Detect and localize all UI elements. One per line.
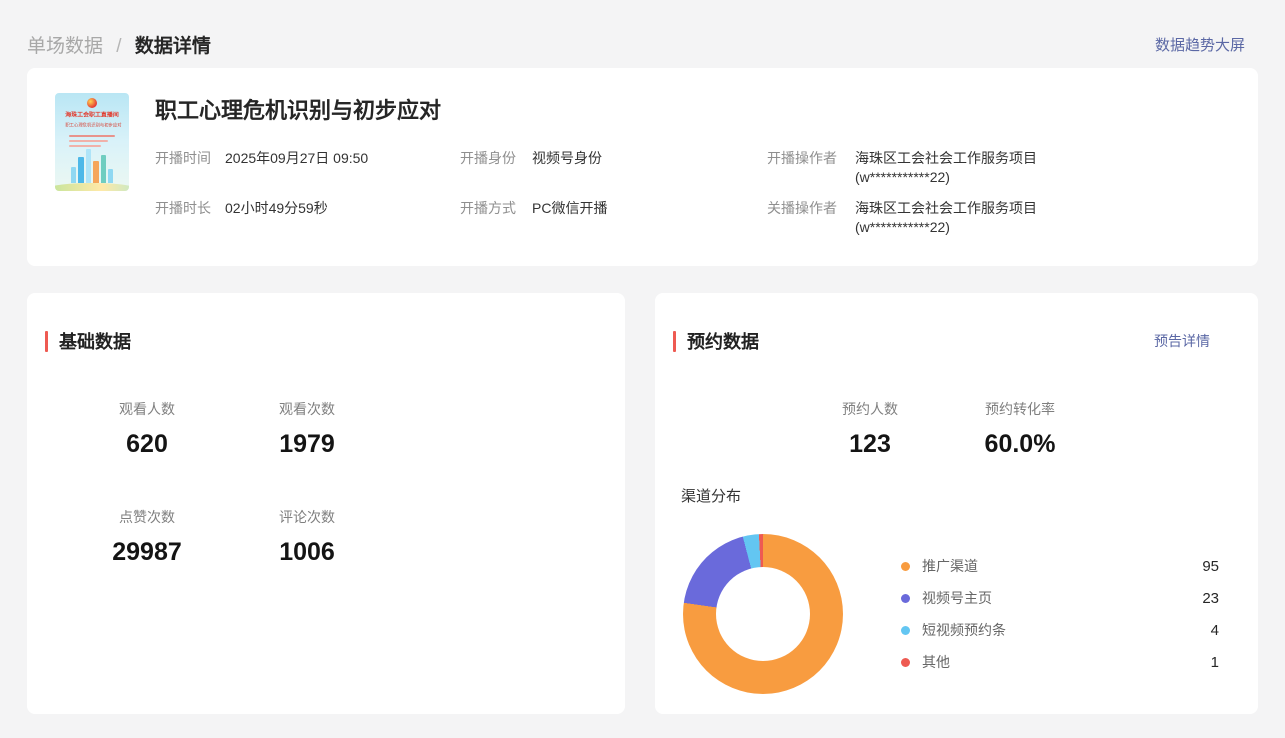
live-session-info: 职工心理危机识别与初步应对 开播时间 2025年09月27日 09:50 开播身… [155, 85, 1230, 249]
section-accent-bar [45, 330, 48, 352]
reservation-data-card: 预约数据 预告详情 预约人数 123 预约转化率 60.0% 渠道分布 [655, 293, 1258, 714]
channel-chart-row: 推广渠道 95 视频号主页 23 短视频预约条 4 [673, 534, 1238, 694]
topbar: 单场数据 / 数据详情 数据趋势大屏 [0, 0, 1285, 58]
breadcrumb: 单场数据 / 数据详情 [27, 31, 211, 58]
basic-stats-grid: 观看人数 620 观看次数 1979 点赞次数 29987 评论次数 1006 [67, 399, 605, 567]
legend-item-channel-homepage: 视频号主页 23 [901, 582, 1219, 614]
legend-dot-icon [901, 561, 910, 571]
reservation-data-title: 预约数据 [687, 332, 759, 352]
section-accent-bar [673, 330, 676, 352]
breadcrumb-separator: / [116, 35, 122, 57]
field-value-duration: 02小时49分59秒 [225, 200, 328, 216]
stat-likes: 点赞次数 29987 [112, 509, 182, 566]
field-value-identity: 视频号身份 [532, 150, 602, 166]
live-poster-thumbnail: 海珠工会职工直播间 职工心理危机识别与初步应对 [55, 93, 129, 191]
breadcrumb-parent[interactable]: 单场数据 [27, 35, 104, 57]
live-session-title: 职工心理危机识别与初步应对 [155, 98, 442, 123]
legend-dot-icon [901, 593, 910, 603]
legend-item-promo-channel: 推广渠道 95 [901, 550, 1219, 582]
legend-dot-icon [901, 625, 910, 635]
basic-data-header: 基础数据 [45, 328, 605, 354]
poster-title-line2: 职工心理危机识别与初步应对 [65, 123, 122, 128]
stat-viewers: 观看人数 620 [119, 401, 175, 458]
legend-item-short-video-bar: 短视频预约条 4 [901, 614, 1219, 646]
bottom-cards-row: 基础数据 观看人数 620 观看次数 1979 点赞次数 29987 评论次数 … [27, 293, 1258, 714]
preview-detail-link[interactable]: 预告详情 [1154, 333, 1210, 349]
poster-text-lines [69, 135, 115, 150]
stat-views: 观看次数 1979 [279, 401, 335, 458]
field-value-start-time: 2025年09月27日 09:50 [225, 150, 369, 166]
legend-dot-icon [901, 657, 910, 667]
page-title: 数据详情 [134, 35, 211, 57]
channel-donut-chart [683, 534, 843, 694]
live-session-header-card: 海珠工会职工直播间 职工心理危机识别与初步应对 职工心理危机识别与初步应对 开播… [27, 68, 1258, 266]
channel-distribution-title: 渠道分布 [681, 488, 742, 505]
field-value-end-operator: 海珠区工会社会工作服务项目 (w***********22) [855, 200, 1037, 235]
stat-reservation-count: 预约人数 123 [842, 401, 898, 458]
basic-data-title: 基础数据 [59, 332, 131, 352]
live-session-info-grid: 开播时间 2025年09月27日 09:50 开播身份 视频号身份 开播操作者 … [155, 149, 1230, 237]
stat-comments: 评论次数 1006 [279, 509, 335, 566]
field-value-start-operator: 海珠区工会社会工作服务项目 (w***********22) [855, 150, 1037, 185]
poster-city-skyline [55, 147, 129, 183]
stat-conversion-rate: 预约转化率 60.0% [984, 401, 1056, 458]
reservation-stats-grid: 预约人数 123 预约转化率 60.0% [795, 399, 1238, 459]
reservation-data-header: 预约数据 预告详情 [673, 328, 1238, 354]
field-label-duration: 开播时长 [155, 200, 211, 216]
field-label-identity: 开播身份 [460, 150, 516, 166]
legend-item-other: 其他 1 [901, 646, 1219, 678]
field-label-start-time: 开播时间 [155, 150, 211, 166]
field-label-end-operator: 关播操作者 [767, 200, 837, 216]
poster-emblem-icon [87, 98, 97, 108]
poster-ground [55, 183, 129, 191]
field-value-method: PC微信开播 [532, 200, 608, 216]
field-label-start-operator: 开播操作者 [767, 150, 837, 166]
poster-title-line1: 海珠工会职工直播间 [65, 112, 119, 119]
field-label-method: 开播方式 [460, 200, 516, 216]
data-trend-dashboard-link[interactable]: 数据趋势大屏 [1154, 36, 1245, 54]
channel-legend: 推广渠道 95 视频号主页 23 短视频预约条 4 [901, 550, 1219, 678]
basic-data-card: 基础数据 观看人数 620 观看次数 1979 点赞次数 29987 评论次数 … [27, 293, 625, 714]
